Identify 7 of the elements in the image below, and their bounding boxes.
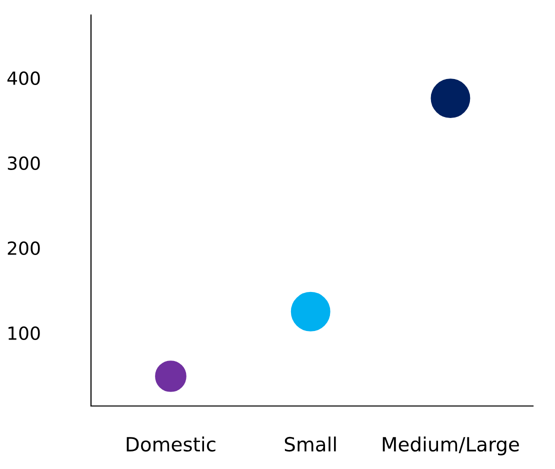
y-tick-label: 400 — [7, 71, 40, 86]
y-tick-label: 100 — [8, 326, 40, 340]
y-tick-label: 200 — [8, 241, 40, 256]
x-tick-label: Medium/Large — [382, 436, 519, 456]
x-tick-label: Domestic — [126, 436, 216, 452]
x-tick-label: Small — [284, 436, 336, 452]
y-tick-label: 300 — [8, 156, 40, 170]
